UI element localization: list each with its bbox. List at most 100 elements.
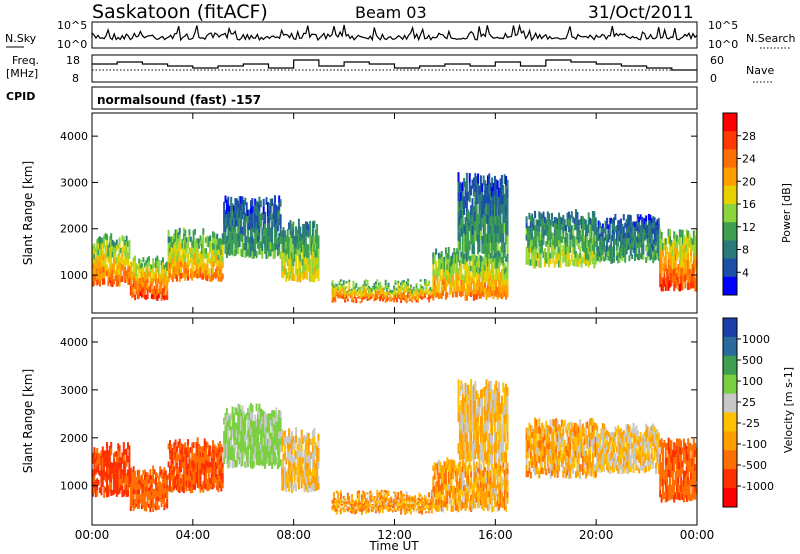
data-cell — [317, 268, 320, 275]
data-cell — [348, 293, 351, 296]
data-cell — [442, 472, 445, 478]
data-cell — [311, 251, 314, 260]
data-cell — [548, 260, 551, 268]
data-cell — [275, 204, 278, 212]
data-cell — [286, 435, 289, 443]
data-cell — [302, 272, 305, 280]
data-cell — [471, 289, 474, 296]
data-cell — [174, 457, 177, 464]
data-cell — [467, 284, 470, 291]
data-cell — [412, 286, 415, 289]
data-cell — [500, 204, 503, 214]
data-cell — [393, 287, 396, 290]
data-cell — [632, 221, 635, 227]
data-cell — [247, 229, 250, 236]
data-cell — [421, 508, 424, 511]
data-cell — [548, 226, 551, 234]
data-cell — [202, 266, 205, 274]
data-cell — [342, 282, 345, 285]
data-cell — [472, 294, 475, 301]
data-cell — [220, 260, 223, 266]
data-cell — [178, 275, 181, 282]
data-cell — [250, 435, 252, 444]
data-cell — [299, 469, 302, 476]
data-cell — [479, 184, 482, 194]
data-cell — [269, 249, 272, 257]
data-cell — [589, 237, 592, 245]
data-cell — [120, 257, 122, 263]
data-cell — [663, 256, 666, 263]
data-cell — [118, 451, 121, 458]
data-cell — [677, 264, 680, 271]
data-cell — [421, 286, 424, 288]
data-cell — [397, 291, 400, 294]
data-cell — [401, 297, 404, 300]
data-cell — [344, 502, 347, 504]
data-cell — [268, 420, 271, 429]
data-cell — [662, 242, 664, 250]
data-cell — [645, 245, 648, 252]
data-cell — [155, 294, 157, 300]
data-cell — [288, 436, 291, 445]
data-cell — [185, 480, 188, 486]
data-cell — [684, 259, 687, 267]
data-cell — [217, 473, 220, 480]
data-cell — [292, 221, 295, 229]
data-cell — [471, 260, 474, 267]
data-cell — [667, 267, 670, 276]
data-cell — [166, 479, 169, 485]
data-cell — [97, 266, 100, 273]
data-cell — [127, 455, 129, 463]
data-cell — [624, 252, 627, 258]
data-cell — [611, 224, 614, 230]
data-cell — [374, 509, 377, 512]
data-cell — [189, 458, 192, 465]
data-cell — [414, 500, 417, 503]
data-cell — [272, 219, 275, 228]
data-cell — [182, 234, 185, 241]
data-cell — [542, 211, 545, 219]
data-cell — [400, 290, 403, 293]
data-cell — [271, 425, 274, 433]
data-cell — [227, 413, 230, 420]
data-cell — [304, 256, 307, 264]
data-cell — [688, 268, 691, 276]
data-cell — [268, 203, 271, 210]
data-cell — [374, 506, 377, 508]
data-cell — [384, 490, 387, 493]
data-cell — [189, 481, 192, 488]
data-cell — [502, 233, 505, 244]
data-cell — [472, 274, 475, 281]
data-cell — [134, 470, 136, 476]
data-cell — [304, 228, 307, 236]
data-cell — [132, 471, 135, 478]
data-cell — [241, 211, 244, 220]
data-cell — [289, 455, 292, 462]
data-cell — [206, 252, 209, 259]
data-cell — [398, 499, 401, 502]
data-cell — [173, 238, 176, 245]
data-cell — [199, 480, 202, 487]
data-cell — [97, 458, 100, 464]
data-cell — [134, 283, 136, 289]
data-cell — [128, 265, 131, 273]
data-cell — [683, 241, 685, 249]
data-cell — [384, 285, 387, 289]
data-cell — [156, 491, 159, 497]
data-cell — [482, 291, 485, 297]
data-cell — [449, 262, 452, 268]
data-cell — [185, 469, 188, 475]
data-cell — [297, 273, 300, 282]
data-cell — [586, 259, 589, 266]
data-cell — [152, 268, 155, 274]
data-cell — [228, 243, 231, 250]
data-cell — [275, 230, 278, 237]
data-cell — [121, 235, 124, 242]
data-cell — [314, 243, 317, 251]
data-cell — [131, 498, 134, 503]
data-cell — [289, 481, 292, 488]
data-cell — [209, 451, 212, 457]
data-cell — [313, 483, 316, 492]
data-cell — [138, 484, 141, 490]
data-cell — [370, 294, 373, 296]
